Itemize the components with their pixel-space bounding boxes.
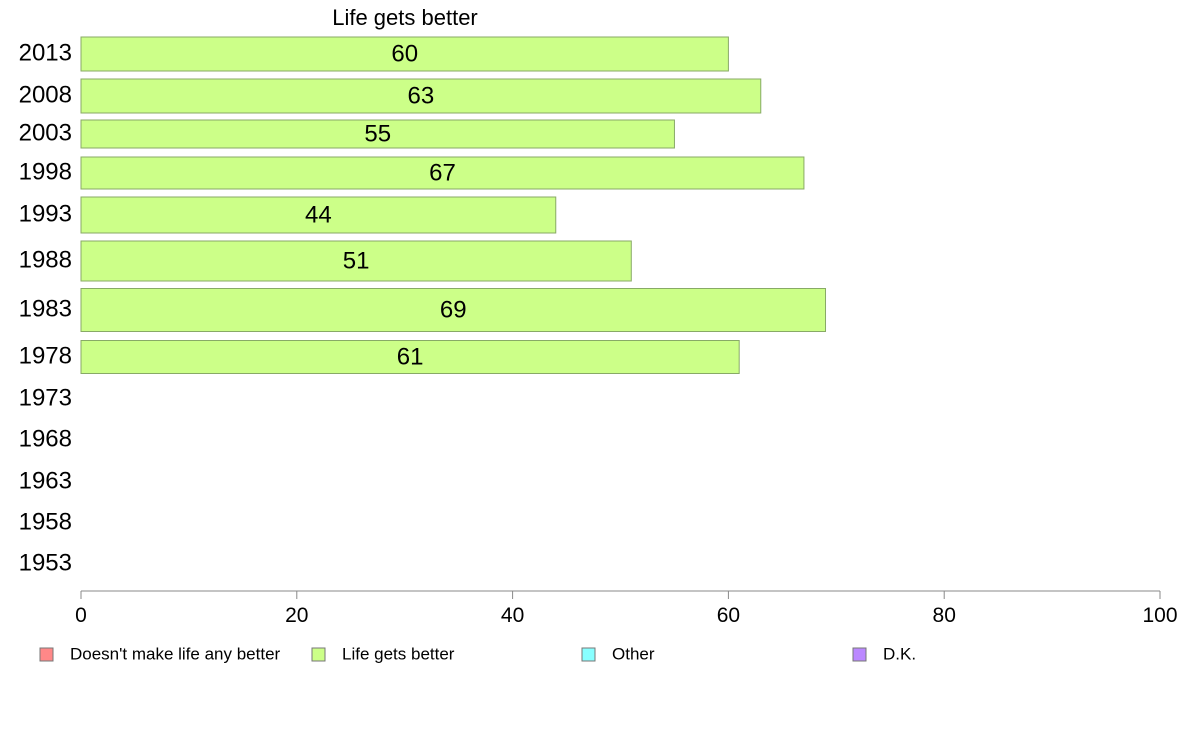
legend-label-3: D.K. [883,644,916,663]
x-tick-label-20: 20 [285,604,308,627]
category-label-1978: 1978 [19,342,72,369]
category-label-1988: 1988 [19,246,72,273]
category-label-1953: 1953 [19,549,72,576]
category-label-1968: 1968 [19,425,72,452]
category-label-1958: 1958 [19,508,72,535]
data-label-1988: 51 [343,247,370,274]
bar-2003 [80,119,675,149]
bar-1998 [80,156,805,190]
category-label-1993: 1993 [19,200,72,227]
legend: Doesn't make life any better Life gets be… [39,644,916,663]
data-label-2003: 55 [364,120,391,147]
category-label-1973: 1973 [19,384,72,411]
category-label-2003: 2003 [19,119,72,146]
legend-swatch-1 [311,647,326,662]
x-tick-label-60: 60 [717,604,740,627]
x-axis: 0 20 40 60 80 100 [75,590,1178,627]
category-label-1998: 1998 [19,158,72,185]
bar-1993 [80,196,557,234]
x-tick-label-80: 80 [933,604,956,627]
legend-label-1: Life gets better [342,644,455,663]
data-label-1978: 61 [397,343,424,370]
category-label-1963: 1963 [19,467,72,494]
data-label-2013: 60 [391,40,418,67]
data-label-1998: 67 [429,159,456,186]
bars-layer: 60 63 55 67 44 51 69 61 [80,36,827,374]
x-tick-label-100: 100 [1142,604,1177,627]
x-tick-label-40: 40 [501,604,524,627]
category-labels: 2013 2008 2003 1998 1993 1988 1983 1978 1973 1968… [19,39,72,576]
chart-title: Life gets better [332,5,478,30]
category-label-2013: 2013 [19,39,72,66]
bar-2013 [80,36,729,72]
legend-swatch-2 [581,647,596,662]
bar-1978 [80,340,740,374]
bar-1983 [80,288,827,332]
data-label-1983: 69 [440,296,467,323]
x-tick-label-0: 0 [75,604,87,627]
data-label-2008: 63 [408,82,435,109]
legend-swatch-0 [39,647,54,662]
legend-label-2: Other [612,644,655,663]
legend-label-0: Doesn't make life any better [70,644,281,663]
category-label-1983: 1983 [19,295,72,322]
data-label-1993: 44 [305,201,332,228]
category-label-2008: 2008 [19,81,72,108]
bar-1988 [80,240,632,282]
bar-2008 [80,78,762,114]
legend-swatch-3 [852,647,867,662]
